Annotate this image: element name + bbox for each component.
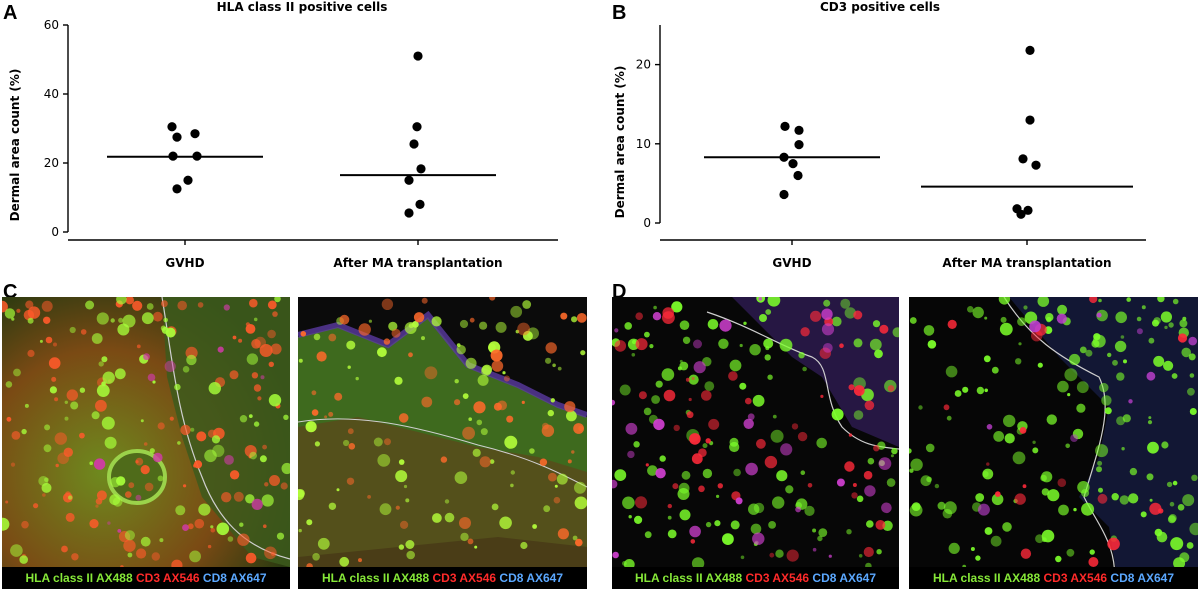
data-point [415, 199, 425, 209]
micrograph-image [612, 297, 899, 589]
data-point [780, 121, 790, 131]
caption-cd8: CD8 AX647 [1110, 571, 1175, 585]
y-tick-label: 0 [643, 216, 651, 230]
data-point [1025, 115, 1035, 125]
caption-cd3: CD3 AX546 [745, 571, 810, 585]
x-tick-label: After MA transplantation [942, 256, 1111, 270]
y-tick-label: 20 [636, 58, 651, 72]
micrograph-c-gvhd: HLA class II AX488 CD3 AX546 CD8 AX647 [2, 297, 290, 589]
data-point [168, 151, 178, 161]
data-point [183, 175, 193, 185]
caption-hla: HLA class II AX488 [932, 571, 1041, 585]
panel-label-a: A [3, 2, 18, 24]
caption-hla: HLA class II AX488 [634, 571, 743, 585]
chart-hla-class-ii: HLA class II positive cells Dermal area … [8, 0, 558, 270]
chart-title: CD3 positive cells [820, 0, 940, 14]
data-point [779, 152, 789, 162]
data-point [404, 208, 414, 218]
plot-area: 0 10 20 GVHD After MA transplantation [636, 25, 1146, 270]
chart-cd3: CD3 positive cells Dermal area count (%)… [613, 0, 1146, 270]
plot-area: 0 20 40 60 GVHD After MA transplantation [44, 18, 558, 270]
micrograph-image [2, 297, 290, 589]
y-tick-label: 40 [44, 87, 59, 101]
caption-cd3: CD3 AX546 [135, 571, 200, 585]
x-tick-label: After MA transplantation [333, 256, 502, 270]
data-point [794, 125, 804, 135]
micrograph-caption: HLA class II AX488 CD3 AX546 CD8 AX647 [298, 567, 587, 589]
data-point [779, 189, 789, 200]
data-point [412, 122, 422, 132]
data-point [409, 139, 419, 149]
caption-cd3: CD3 AX546 [432, 571, 497, 585]
micrograph-image [298, 297, 587, 589]
panel-label-b: B [612, 2, 627, 24]
y-tick-label: 10 [636, 137, 651, 151]
y-tick-label: 0 [51, 225, 59, 239]
y-tick-label: 20 [44, 156, 59, 170]
data-point [190, 129, 200, 139]
x-tick-label: GVHD [165, 256, 204, 270]
data-point [1031, 160, 1041, 170]
data-point [793, 170, 803, 181]
caption-hla: HLA class II AX488 [321, 571, 430, 585]
caption-hla: HLA class II AX488 [25, 571, 133, 585]
micrograph-caption: HLA class II AX488 CD3 AX546 CD8 AX647 [909, 567, 1198, 589]
data-point [1025, 45, 1035, 55]
caption-cd3: CD3 AX546 [1043, 571, 1108, 585]
micrograph-image [909, 297, 1198, 589]
data-point [788, 159, 798, 169]
data-point [172, 184, 182, 194]
caption-cd8: CD8 AX647 [202, 571, 267, 585]
micrograph-caption: HLA class II AX488 CD3 AX546 CD8 AX647 [612, 567, 899, 589]
data-point [413, 51, 423, 61]
data-point [1018, 154, 1028, 164]
y-tick-label: 60 [44, 18, 59, 32]
data-point [794, 139, 804, 150]
data-point [404, 175, 414, 185]
caption-cd8: CD8 AX647 [812, 571, 877, 585]
y-axis-label: Dermal area count (%) [613, 66, 627, 219]
data-point [1016, 209, 1026, 219]
micrograph-d-after-transplant: HLA class II AX488 CD3 AX546 CD8 AX647 [909, 297, 1198, 589]
y-axis-label: Dermal area count (%) [8, 69, 22, 222]
x-tick-label: GVHD [772, 256, 811, 270]
micrograph-d-gvhd: HLA class II AX488 CD3 AX546 CD8 AX647 [612, 297, 899, 589]
data-point [192, 151, 202, 161]
data-point [1023, 205, 1033, 215]
data-point [416, 164, 426, 174]
micrograph-caption: HLA class II AX488 CD3 AX546 CD8 AX647 [2, 567, 290, 589]
data-point [167, 122, 177, 132]
micrograph-c-after-transplant: HLA class II AX488 CD3 AX546 CD8 AX647 [298, 297, 587, 589]
chart-title: HLA class II positive cells [217, 0, 388, 14]
caption-cd8: CD8 AX647 [499, 571, 564, 585]
data-point [172, 132, 182, 142]
